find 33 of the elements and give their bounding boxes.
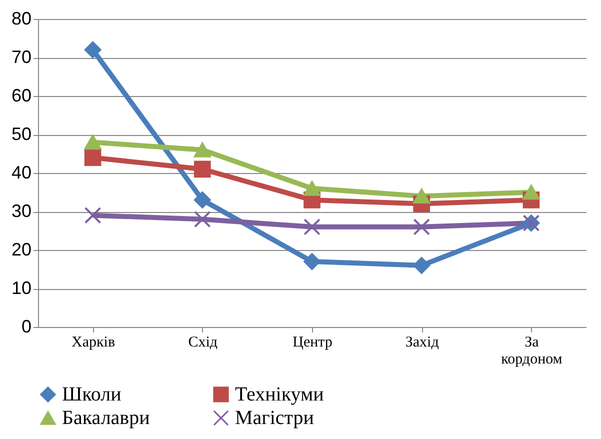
- point: [522, 184, 540, 200]
- point: [304, 218, 320, 236]
- legend-label: Магістри: [235, 407, 314, 429]
- x-tick-label: За кордоном: [501, 334, 563, 368]
- y-tick-label: 10: [11, 278, 32, 298]
- x-tick-label: Харків: [72, 334, 116, 350]
- x-tick-label: Захід: [405, 334, 440, 350]
- y-tick-label: 30: [11, 201, 32, 221]
- point: [304, 180, 320, 196]
- legend-label: Технікуми: [235, 383, 324, 406]
- point: [194, 192, 211, 208]
- y-tick-label: 80: [11, 8, 32, 28]
- point: [84, 149, 102, 166]
- legend-label: Школи: [62, 383, 122, 406]
- y-tick-label: 60: [11, 86, 32, 106]
- point: [413, 218, 430, 236]
- point: [413, 256, 430, 274]
- y-tick-label: 40: [11, 162, 32, 182]
- point: [304, 253, 320, 270]
- point: [194, 142, 211, 158]
- y-tick-label: 20: [11, 240, 32, 260]
- point: [84, 206, 102, 224]
- x-tick-label: Центр: [292, 334, 332, 350]
- x-tick-label: Схід: [188, 334, 218, 350]
- y-tick-label: 50: [11, 124, 32, 144]
- y-tick-label: 0: [21, 316, 32, 336]
- y-tick-label: 70: [11, 47, 32, 67]
- point: [413, 188, 430, 204]
- point: [84, 134, 102, 150]
- legend-label: Бакалаври: [62, 407, 150, 429]
- point: [194, 160, 211, 178]
- point: [194, 210, 211, 228]
- point: [84, 41, 102, 58]
